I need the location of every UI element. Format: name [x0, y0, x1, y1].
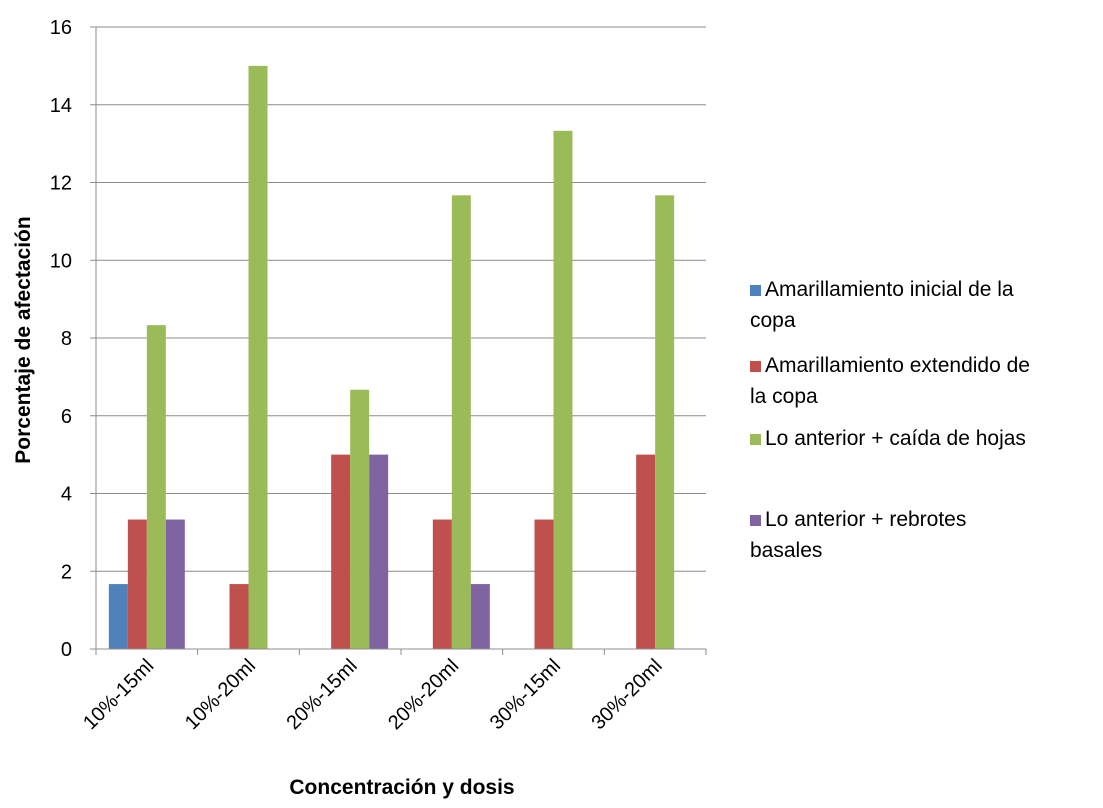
x-tick-labels: 10%-15ml 10%-20ml 20%-15ml 20%-20ml 30%-15ml… — [79, 655, 667, 734]
x-tick-label: 10%-20ml — [181, 655, 260, 734]
bar — [248, 65, 268, 649]
bar — [229, 584, 249, 649]
legend-label: Amarillamiento inicial de la — [765, 278, 1014, 301]
bar — [636, 454, 656, 649]
y-tick-labels: 0 2 4 6 8 10 12 14 16 — [50, 17, 72, 661]
legend-swatch — [750, 285, 761, 296]
bar — [553, 130, 573, 649]
x-tick-label: 30%-15ml — [486, 655, 565, 734]
bar — [350, 389, 370, 649]
bar — [165, 519, 185, 649]
bar — [432, 519, 452, 649]
y-tick-label: 4 — [61, 484, 72, 506]
bar — [470, 584, 490, 649]
legend-swatch — [750, 515, 761, 526]
bar — [655, 195, 675, 650]
bar — [369, 454, 389, 649]
y-tick-label: 6 — [61, 406, 72, 428]
bar — [127, 519, 147, 649]
x-tick-label: 20%-20ml — [384, 655, 463, 734]
x-tick-label: 20%-15ml — [282, 655, 361, 734]
y-tick-label: 14 — [50, 95, 72, 117]
legend-label: copa — [750, 309, 796, 332]
y-tick-label: 2 — [61, 561, 72, 583]
x-axis-title: Concentración y dosis — [289, 776, 514, 799]
y-tick-label: 8 — [61, 328, 72, 350]
x-tick-label: 10%-15ml — [79, 655, 158, 734]
x-tick-label: 30%-20ml — [587, 655, 666, 734]
legend-label: basales — [750, 539, 822, 562]
axes — [95, 27, 707, 655]
legend-label: Amarillamiento extendido de — [765, 354, 1030, 377]
legend-swatch — [750, 361, 761, 372]
y-tick-label: 10 — [50, 250, 72, 272]
y-tick-label: 12 — [50, 173, 72, 195]
legend-swatch — [750, 434, 761, 445]
bar — [451, 195, 471, 650]
y-tick-label: 16 — [50, 17, 72, 39]
bars — [108, 65, 675, 650]
bar — [146, 325, 166, 649]
y-axis-title: Porcentaje de afectación — [12, 216, 35, 463]
gridlines — [90, 26, 706, 650]
legend-label: la copa — [750, 385, 818, 408]
legend-label: Lo anterior + rebrotes — [765, 508, 966, 531]
y-tick-label: 0 — [61, 639, 72, 661]
legend: Amarillamiento inicial de la copa Amarilla… — [750, 278, 1030, 562]
bar — [534, 519, 554, 649]
legend-label: Lo anterior + caída de hojas — [765, 427, 1026, 450]
bar — [108, 584, 128, 649]
bar — [331, 454, 351, 649]
